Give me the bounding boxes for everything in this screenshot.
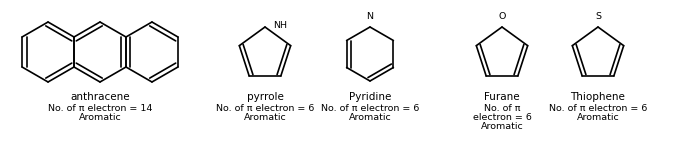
Text: pyrrole: pyrrole — [247, 92, 284, 102]
Text: O: O — [498, 12, 506, 21]
Text: No. of π electron = 6: No. of π electron = 6 — [549, 104, 647, 113]
Text: Aromatic: Aromatic — [348, 113, 392, 122]
Text: No. of π electron = 6: No. of π electron = 6 — [321, 104, 419, 113]
Text: Aromatic: Aromatic — [79, 113, 121, 122]
Text: N: N — [367, 12, 373, 21]
Text: No. of π electron = 6: No. of π electron = 6 — [216, 104, 314, 113]
Text: Furane: Furane — [484, 92, 520, 102]
Text: NH: NH — [273, 20, 287, 30]
Text: S: S — [595, 12, 601, 21]
Text: electron = 6: electron = 6 — [472, 113, 531, 122]
Text: anthracene: anthracene — [70, 92, 130, 102]
Text: Aromatic: Aromatic — [243, 113, 286, 122]
Text: No. of π: No. of π — [484, 104, 520, 113]
Text: No. of π electron = 14: No. of π electron = 14 — [48, 104, 152, 113]
Text: Aromatic: Aromatic — [481, 122, 524, 131]
Text: Thiophene: Thiophene — [571, 92, 625, 102]
Text: Pyridine: Pyridine — [349, 92, 391, 102]
Text: Aromatic: Aromatic — [577, 113, 619, 122]
